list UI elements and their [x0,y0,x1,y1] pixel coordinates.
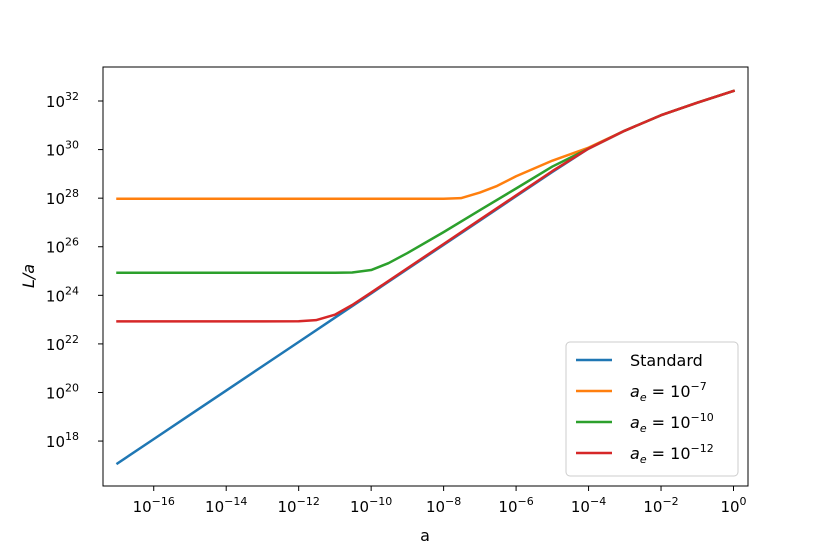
y-tick-label-5: 1028 [46,187,79,208]
series-lines [115,89,736,466]
legend-label-2: ae = 10−10 [630,411,714,435]
y-tick-label-6: 1030 [46,139,79,160]
x-tick-label-2: 10−12 [278,495,320,516]
x-tick-label-3: 10−10 [350,495,392,516]
y-axis-label: L/a [19,264,38,288]
legend-box [565,341,739,477]
y-tick-label-0: 1018 [46,430,79,451]
x-tick-label-6: 10−4 [571,495,606,516]
legend-label-1: ae = 10−7 [630,380,707,404]
x-axis: 10−16 10−14 10−12 10−10 10−8 10−6 10−4 10−2 100 [133,486,747,516]
x-tick-label-8: 100 [720,495,746,516]
legend-label-0: Standard [630,351,703,370]
y-tick-label-7: 1032 [46,90,79,111]
plot-frame [102,66,749,487]
y-tick-label-2: 1022 [46,333,79,354]
x-tick-label-5: 10−6 [498,495,533,516]
x-tick-label-0: 10−16 [133,495,175,516]
legend-label-3: ae = 10−12 [630,442,714,466]
series-line-3 [116,89,736,323]
y-axis: 1018 1020 1022 1024 1026 1028 1030 1032 [46,90,103,451]
y-tick-label-3: 1024 [46,284,79,305]
x-tick-label-4: 10−8 [426,495,461,516]
x-tick-label-1: 10−14 [205,495,247,516]
x-tick-label-7: 10−2 [643,495,678,516]
y-tick-label-4: 1026 [46,236,79,257]
legend: Standard ae = 10−7 ae = 10−10 ae = 10−12 [565,341,739,477]
x-axis-label: a [420,526,430,545]
y-tick-label-1: 1020 [46,381,79,402]
